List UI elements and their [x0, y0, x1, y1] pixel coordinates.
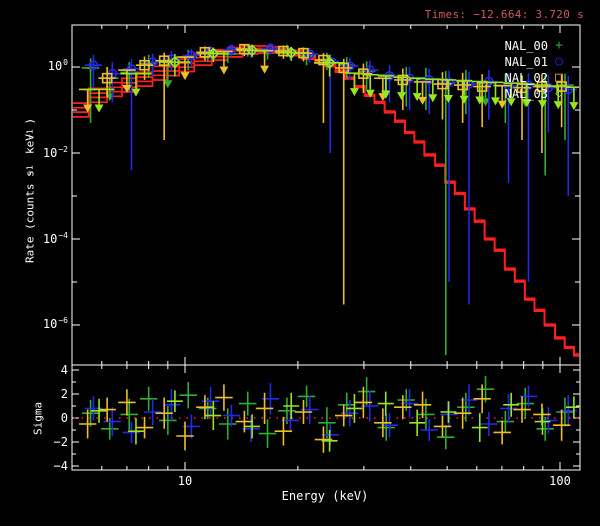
legend-label-nal02: NAL_02	[504, 71, 548, 85]
legend-diamond-icon: ◇	[555, 86, 563, 101]
series-NAL_03	[83, 44, 579, 113]
sigma-frame	[71, 364, 581, 471]
legend-row-nal02: NAL_02 □	[420, 70, 570, 86]
sigma-NAL_03	[91, 390, 579, 452]
times-label: Times: −12.664: 3.720 s	[424, 8, 584, 21]
rate-axis-label: Rate (counts s−1 keV−1)	[23, 117, 37, 263]
sigma-axis-label: Sigma	[31, 401, 45, 435]
legend-circle-icon: ○	[555, 54, 563, 69]
legend-plus-icon: +	[555, 38, 563, 53]
xtick-10: 10	[177, 474, 193, 488]
legend-label-nal03: NAL_03	[504, 87, 548, 101]
xtick-100: 100	[549, 474, 571, 488]
legend-label-nal01: NAL_01	[504, 55, 548, 69]
sigma-tick-2: 2	[60, 387, 68, 401]
sigma-tick-m4: −4	[53, 459, 68, 473]
ytick-1e0: 100	[47, 58, 68, 73]
sigma-NAL_00	[81, 376, 574, 450]
energy-axis-label: Energy (keV)	[281, 489, 369, 503]
axis-ticks	[72, 25, 580, 470]
sigma-tick-m2: −2	[53, 435, 68, 449]
ytick-1e-6: 10−6	[42, 316, 68, 331]
legend-row-nal01: NAL_01 ○	[420, 54, 570, 70]
sigma-NAL_01	[84, 383, 577, 446]
legend: NAL_00 + NAL_01 ○ NAL_02 □ NAL_03 ◇	[420, 38, 570, 102]
legend-square-icon: □	[555, 70, 563, 85]
legend-row-nal03: NAL_03 ◇	[420, 86, 570, 102]
sigma-tick-4: 4	[60, 363, 68, 377]
ytick-1e-2: 10−2	[42, 145, 68, 160]
legend-label-nal00: NAL_00	[504, 39, 548, 53]
legend-row-nal00: NAL_00 +	[420, 38, 570, 54]
ytick-1e-4: 10−4	[42, 231, 68, 246]
sigma-tick-0: 0	[60, 411, 68, 425]
